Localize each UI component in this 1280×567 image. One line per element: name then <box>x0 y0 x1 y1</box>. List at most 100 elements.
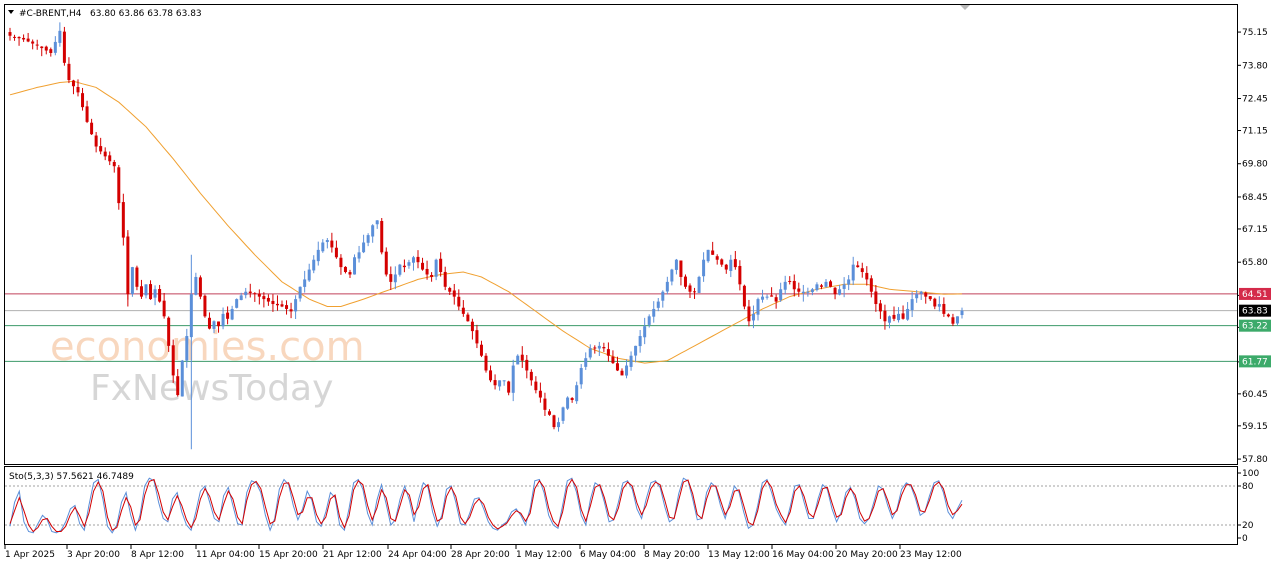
candle <box>910 291 914 318</box>
y-tick-label: 73.80 <box>1242 61 1268 71</box>
level-label: 64.51 <box>1242 290 1268 300</box>
candle <box>411 255 415 271</box>
candle <box>575 381 579 404</box>
candle-body <box>162 300 166 317</box>
y-tick-label: 69.80 <box>1242 160 1268 170</box>
candle <box>334 240 338 259</box>
candle-body <box>792 280 796 290</box>
candle-body <box>729 259 733 271</box>
candle-body <box>674 259 678 270</box>
candle-body <box>121 202 125 238</box>
candle <box>538 382 542 403</box>
candle-body <box>144 284 148 296</box>
candle <box>325 238 329 249</box>
candle-body <box>942 303 946 314</box>
candle-body <box>366 235 370 243</box>
candle <box>479 340 483 358</box>
shift-marker-icon[interactable] <box>960 5 970 10</box>
candle <box>348 269 352 278</box>
candle <box>149 280 153 300</box>
candle <box>742 284 746 310</box>
candle <box>520 346 524 368</box>
candle <box>602 342 606 352</box>
y-tick-label: 72.45 <box>1242 95 1268 105</box>
candle <box>865 266 869 286</box>
candle-body <box>167 317 171 346</box>
x-tick-label: 16 May 04:00 <box>772 550 834 560</box>
candle <box>951 313 955 327</box>
candle <box>321 239 325 253</box>
candle <box>738 260 742 291</box>
x-axis: 1 Apr 2025 3 Apr 20:00 8 Apr 12:00 11 Apr 0… <box>4 545 962 560</box>
candle-body <box>557 422 561 428</box>
candle-body <box>638 336 642 347</box>
candle <box>597 341 601 356</box>
candle <box>960 307 964 319</box>
watermark-fxnewstoday: FxNewsToday <box>90 368 333 409</box>
candle-body <box>461 307 465 314</box>
candle-body <box>937 304 941 307</box>
candle-body <box>44 46 48 51</box>
candle <box>339 254 343 275</box>
candle <box>312 255 316 274</box>
candle <box>878 299 882 319</box>
candle-body <box>529 371 533 381</box>
candle-body <box>584 358 588 367</box>
x-tick-label: 28 Apr 20:00 <box>451 550 510 560</box>
candle-body <box>371 225 375 237</box>
candle-body <box>579 368 583 385</box>
candle <box>398 263 402 277</box>
candle-body <box>253 293 257 295</box>
candle-body <box>285 305 289 309</box>
candle-body <box>851 264 855 281</box>
candle-body <box>176 376 180 396</box>
candle <box>620 368 624 376</box>
candle-body <box>779 289 783 301</box>
sto-y-axis: 100 80 20 0 <box>1237 469 1259 544</box>
candle-body <box>819 285 823 287</box>
candle <box>203 294 207 318</box>
candle <box>679 260 683 286</box>
candle <box>493 374 497 390</box>
candle <box>207 312 211 330</box>
candle-body <box>257 293 261 297</box>
candle-body <box>99 146 103 152</box>
candle-body <box>407 262 411 266</box>
candle-body <box>194 276 198 295</box>
candle <box>579 364 583 389</box>
candle-body <box>543 398 547 410</box>
candle-body <box>425 268 429 275</box>
candle <box>375 220 379 229</box>
candle-body <box>203 295 207 317</box>
candle-body <box>865 272 869 280</box>
candle <box>543 392 547 416</box>
candle-body <box>475 330 479 344</box>
candle <box>475 324 479 349</box>
candle <box>919 290 923 300</box>
candle <box>371 224 375 243</box>
candle <box>298 286 302 302</box>
candle-body <box>380 221 384 253</box>
candle <box>108 151 112 166</box>
header-dropdown-icon[interactable] <box>8 10 14 14</box>
candle-body <box>661 291 665 301</box>
candle-body <box>833 287 837 295</box>
sto-signal-line <box>9 478 963 533</box>
y-tick-label: 75.15 <box>1242 28 1268 38</box>
candle <box>516 354 520 365</box>
candle <box>638 329 642 353</box>
candle <box>26 32 30 43</box>
candle <box>507 380 511 396</box>
candle-body <box>31 41 35 44</box>
candle-body <box>448 288 452 292</box>
candle <box>529 369 533 386</box>
y-tick-label: 71.15 <box>1242 127 1268 137</box>
candle <box>770 287 774 297</box>
candle-body <box>643 326 647 338</box>
candle-body <box>588 348 592 358</box>
candle <box>330 232 334 253</box>
candle-body <box>924 292 928 297</box>
candle <box>139 279 143 299</box>
